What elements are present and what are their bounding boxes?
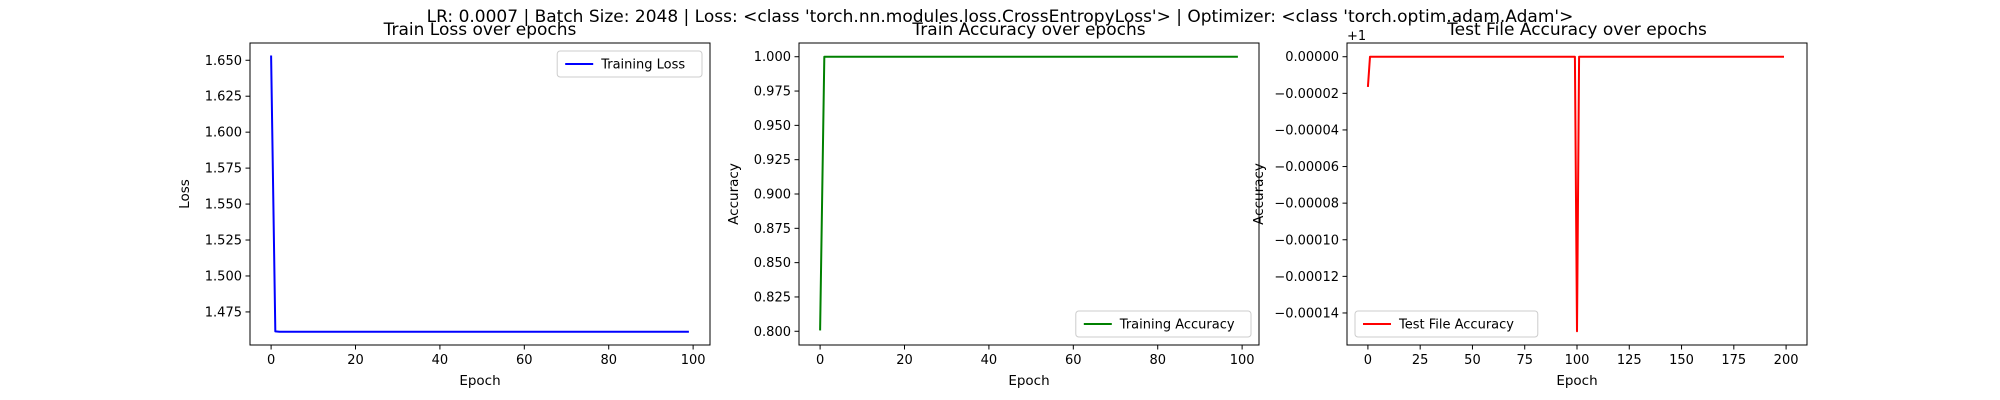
x-tick-label: 40: [432, 353, 449, 368]
y-tick-label: 1.600: [205, 126, 242, 141]
y-tick-label: 0.850: [754, 256, 791, 271]
legend-frame: [1075, 310, 1252, 338]
y-tick-label: −0.00008: [1274, 197, 1339, 212]
y-tick-label: 0.950: [754, 119, 791, 134]
series-line: [270, 55, 689, 333]
axes-frame: [1346, 42, 1808, 346]
legend-label: Training Accuracy: [1119, 318, 1235, 333]
legend-label: Test File Accuracy: [1398, 318, 1514, 333]
y-axis-label: Accuracy: [726, 163, 742, 225]
y-tick-label: 0.925: [754, 153, 791, 168]
y-tick-label: 0.00000: [1285, 50, 1339, 65]
x-tick-label: 175: [1721, 353, 1746, 368]
y-tick-label: 1.650: [205, 54, 242, 69]
y-tick-label: 0.825: [754, 290, 791, 305]
y-tick-label: 0.800: [754, 325, 791, 340]
x-tick-label: 80: [600, 353, 617, 368]
x-tick-label: 100: [1230, 353, 1255, 368]
series-line: [819, 55, 1238, 331]
y-tick-label: 1.575: [205, 162, 242, 177]
plot-title: Test File Accuracy over epochs: [1446, 20, 1707, 40]
y-tick-label: 1.550: [205, 198, 242, 213]
x-axis-label: Epoch: [459, 373, 500, 389]
axes-frame: [249, 42, 711, 346]
subplot-1: Train Loss over epochs 0 20 40 60 80 100 1.475 1…: [177, 20, 711, 389]
legend: Test File Accuracy: [1354, 310, 1539, 338]
y-tick-label: −0.00002: [1274, 87, 1339, 102]
x-tick-label: 80: [1149, 353, 1166, 368]
legend-frame: [556, 50, 703, 78]
x-tick-label: 100: [1565, 353, 1590, 368]
figure-suptitle: LR: 0.0007 | Batch Size: 2048 | Loss: <c…: [427, 7, 1574, 27]
y-tick-label: −0.00004: [1274, 123, 1339, 138]
x-tick-label: 25: [1412, 353, 1429, 368]
x-tick-label: 0: [267, 353, 275, 368]
x-tick-label: 60: [1065, 353, 1082, 368]
y-offset-text: +1: [1347, 29, 1366, 44]
x-tick-label: 40: [981, 353, 998, 368]
y-tick-label: 0.900: [754, 188, 791, 203]
x-axis-label: Epoch: [1008, 373, 1049, 389]
y-axis-label: Accuracy: [1251, 163, 1267, 225]
plot-title: Train Loss over epochs: [383, 20, 577, 40]
x-tick-label: 60: [516, 353, 533, 368]
series-line: [1366, 55, 1784, 333]
x-axis-label: Epoch: [1556, 373, 1597, 389]
y-tick-label: 1.500: [205, 269, 242, 284]
y-tick-label: 1.625: [205, 90, 242, 105]
legend-label: Training Loss: [600, 58, 685, 73]
y-tick-label: 1.475: [205, 305, 242, 320]
x-tick-label: 200: [1774, 353, 1799, 368]
y-axis-label: Loss: [177, 179, 193, 209]
x-tick-label: 0: [816, 353, 824, 368]
legend: Training Accuracy: [1075, 310, 1252, 338]
legend-frame: [1354, 310, 1539, 338]
y-tick-label: 1.525: [205, 234, 242, 249]
subplot-3: Test File Accuracy over epochs 0 25 50 75 100…: [1251, 20, 1808, 389]
x-tick-label: 125: [1617, 353, 1642, 368]
x-tick-label: 20: [896, 353, 913, 368]
y-tick-label: −0.00006: [1274, 160, 1339, 175]
axes-frame: [798, 42, 1260, 346]
x-tick-label: 20: [347, 353, 364, 368]
x-tick-label: 100: [681, 353, 706, 368]
y-tick-label: 0.975: [754, 85, 791, 100]
y-tick-label: 0.875: [754, 222, 791, 237]
y-tick-label: 1.000: [754, 50, 791, 65]
x-tick-label: 50: [1464, 353, 1481, 368]
x-tick-label: 75: [1516, 353, 1533, 368]
x-tick-label: 0: [1364, 353, 1372, 368]
subplot-2: Train Accuracy over epochs 0 20 40 60 80 100 0.…: [726, 20, 1260, 389]
plot-title: Train Accuracy over epochs: [911, 20, 1145, 40]
legend: Training Loss: [556, 50, 703, 78]
y-tick-label: −0.00010: [1274, 233, 1339, 248]
y-tick-label: −0.00014: [1274, 306, 1339, 321]
y-tick-label: −0.00012: [1274, 270, 1339, 285]
x-tick-label: 150: [1669, 353, 1694, 368]
